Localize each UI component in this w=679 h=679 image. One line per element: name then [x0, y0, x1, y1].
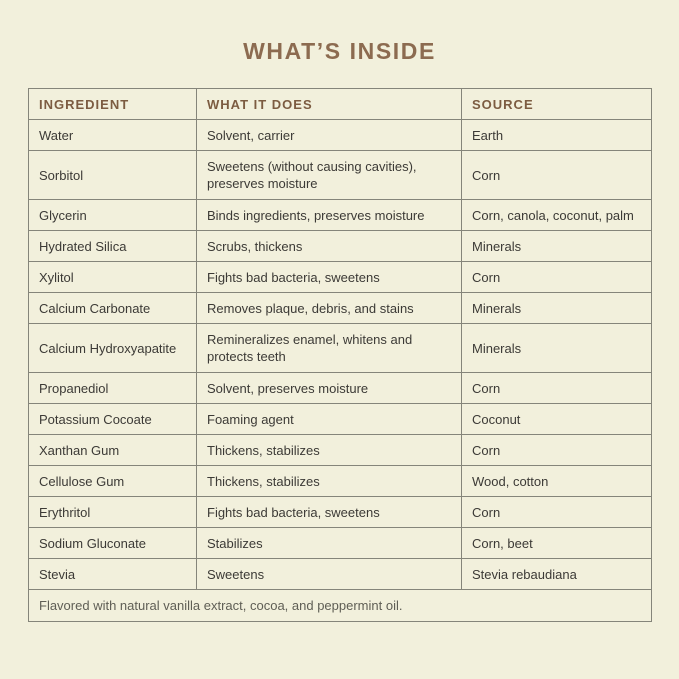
- what-it-does-cell: Binds ingredients, preserves moisture: [196, 199, 462, 231]
- table-row: Sorbitol Sweetens (without causing cavit…: [28, 150, 652, 200]
- source-cell: Corn: [461, 372, 652, 404]
- table-row: Glycerin Binds ingredients, preserves mo…: [28, 199, 652, 231]
- what-it-does-cell: Sweetens (without causing cavities), pre…: [196, 150, 462, 200]
- source-cell: Corn: [461, 434, 652, 466]
- what-it-does-cell: Fights bad bacteria, sweetens: [196, 261, 462, 293]
- what-it-does-cell: Thickens, stabilizes: [196, 465, 462, 497]
- table-row: Cellulose Gum Thickens, stabilizes Wood,…: [28, 465, 652, 497]
- table-row: Calcium Carbonate Removes plaque, debris…: [28, 292, 652, 324]
- source-cell: Stevia rebaudiana: [461, 558, 652, 590]
- table-body: Water Solvent, carrier Earth Sorbitol Sw…: [28, 119, 652, 590]
- header-source: SOURCE: [461, 88, 652, 120]
- table-row: Stevia Sweetens Stevia rebaudiana: [28, 558, 652, 590]
- table-row: Erythritol Fights bad bacteria, sweetens…: [28, 496, 652, 528]
- source-cell: Minerals: [461, 292, 652, 324]
- ingredient-cell: Propanediol: [28, 372, 197, 404]
- source-cell: Coconut: [461, 403, 652, 435]
- ingredient-cell: Cellulose Gum: [28, 465, 197, 497]
- what-it-does-cell: Solvent, carrier: [196, 119, 462, 151]
- table-header: INGREDIENT WHAT IT DOES SOURCE: [28, 88, 652, 120]
- what-it-does-cell: Remineralizes enamel, whitens and protec…: [196, 323, 462, 373]
- footnote-row: Flavored with natural vanilla extract, c…: [28, 589, 652, 622]
- table-row: Hydrated Silica Scrubs, thickens Mineral…: [28, 230, 652, 262]
- table-row: Propanediol Solvent, preserves moisture …: [28, 372, 652, 404]
- ingredient-cell: Sorbitol: [28, 150, 197, 200]
- what-it-does-cell: Fights bad bacteria, sweetens: [196, 496, 462, 528]
- table-row: Calcium Hydroxyapatite Remineralizes ena…: [28, 323, 652, 373]
- ingredients-table: INGREDIENT WHAT IT DOES SOURCE Water Sol…: [28, 88, 652, 622]
- source-cell: Corn, beet: [461, 527, 652, 559]
- header-row: INGREDIENT WHAT IT DOES SOURCE: [28, 88, 652, 120]
- ingredient-cell: Stevia: [28, 558, 197, 590]
- what-it-does-cell: Solvent, preserves moisture: [196, 372, 462, 404]
- source-cell: Corn: [461, 496, 652, 528]
- source-cell: Wood, cotton: [461, 465, 652, 497]
- ingredient-cell: Xanthan Gum: [28, 434, 197, 466]
- table-row: Potassium Cocoate Foaming agent Coconut: [28, 403, 652, 435]
- source-cell: Corn: [461, 261, 652, 293]
- source-cell: Minerals: [461, 230, 652, 262]
- what-it-does-cell: Thickens, stabilizes: [196, 434, 462, 466]
- table-row: Xylitol Fights bad bacteria, sweetens Co…: [28, 261, 652, 293]
- ingredient-cell: Hydrated Silica: [28, 230, 197, 262]
- ingredient-cell: Erythritol: [28, 496, 197, 528]
- source-cell: Corn: [461, 150, 652, 200]
- table-row: Sodium Gluconate Stabilizes Corn, beet: [28, 527, 652, 559]
- table-row: Xanthan Gum Thickens, stabilizes Corn: [28, 434, 652, 466]
- source-cell: Earth: [461, 119, 652, 151]
- table-row: Water Solvent, carrier Earth: [28, 119, 652, 151]
- ingredient-cell: Xylitol: [28, 261, 197, 293]
- what-it-does-cell: Sweetens: [196, 558, 462, 590]
- page-title: WHAT’S INSIDE: [243, 38, 436, 64]
- what-it-does-cell: Foaming agent: [196, 403, 462, 435]
- table-footer: Flavored with natural vanilla extract, c…: [28, 589, 652, 622]
- ingredient-cell: Water: [28, 119, 197, 151]
- source-cell: Corn, canola, coconut, palm: [461, 199, 652, 231]
- source-cell: Minerals: [461, 323, 652, 373]
- footnote-text: Flavored with natural vanilla extract, c…: [28, 589, 652, 622]
- ingredient-cell: Glycerin: [28, 199, 197, 231]
- what-it-does-cell: Removes plaque, debris, and stains: [196, 292, 462, 324]
- what-it-does-cell: Stabilizes: [196, 527, 462, 559]
- ingredient-cell: Calcium Carbonate: [28, 292, 197, 324]
- header-what-it-does: WHAT IT DOES: [196, 88, 462, 120]
- ingredient-cell: Calcium Hydroxyapatite: [28, 323, 197, 373]
- ingredient-cell: Potassium Cocoate: [28, 403, 197, 435]
- what-it-does-cell: Scrubs, thickens: [196, 230, 462, 262]
- ingredient-cell: Sodium Gluconate: [28, 527, 197, 559]
- header-ingredient: INGREDIENT: [28, 88, 197, 120]
